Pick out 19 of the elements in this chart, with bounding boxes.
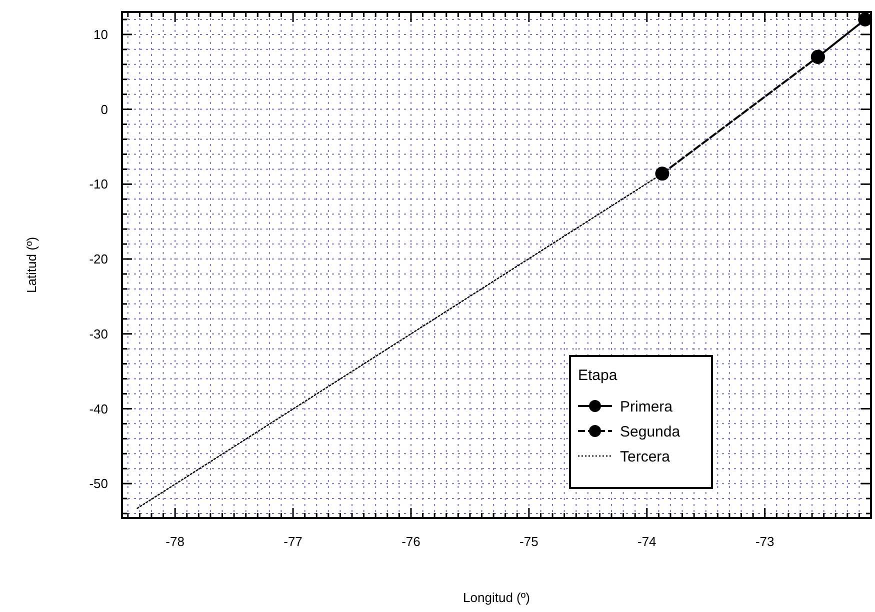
x-tick-label: -78 (166, 534, 184, 549)
y-axis-title: Latitud (º) (24, 236, 39, 294)
y-tick-label: 0 (100, 102, 108, 117)
y-tick-label: -30 (89, 326, 108, 342)
x-tick-label: -73 (755, 534, 774, 549)
x-axis-title: Longitud (º) (463, 590, 530, 605)
x-tick-label: -76 (402, 534, 420, 549)
x-tick-label: -77 (284, 534, 302, 549)
x-tick-label: -74 (637, 534, 656, 549)
legend-label: Tercera (620, 448, 671, 466)
y-tick-label: -20 (89, 252, 108, 267)
legend-label: Segunda (620, 423, 681, 440)
x-tick-label: -75 (520, 534, 538, 549)
y-tick-label: -40 (89, 401, 108, 416)
y-tick-label: -50 (89, 476, 108, 492)
legend-title: Etapa (578, 367, 618, 384)
legend-label: Primera (620, 398, 674, 416)
y-tick-label: 10 (94, 27, 108, 42)
y-tick-label: -10 (89, 176, 108, 192)
